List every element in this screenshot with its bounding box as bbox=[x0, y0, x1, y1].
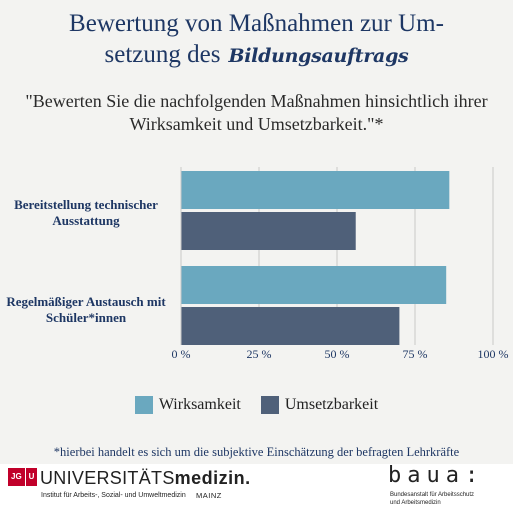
category-label-1: Bereitstellung technischer Ausstattung bbox=[14, 197, 158, 228]
baua-name-line-2: und Arbeitsmedizin bbox=[390, 500, 441, 506]
jgu-logo-left: JG bbox=[8, 468, 25, 486]
chart-subtitle: "Bewerten Sie die nachfolgenden Maßnahme… bbox=[25, 91, 488, 134]
title-line-2: setzung des Bildungsauftrags bbox=[0, 39, 513, 72]
chart-title: Bewertung von Maßnahmen zur Um- setzung … bbox=[0, 8, 513, 72]
x-tick-label-0: 0 % bbox=[172, 347, 191, 361]
legend-item-umsetzbarkeit: Umsetzbarkeit bbox=[260, 396, 379, 414]
universitaetsmedizin-logo: UNIVERSITÄTSmedizin. bbox=[40, 468, 251, 488]
legend-swatch-umsetzbarkeit bbox=[260, 396, 279, 414]
bar-wirksamkeit-2 bbox=[181, 266, 447, 304]
uni-bold: medizin. bbox=[174, 468, 251, 488]
title-script-word: Bildungsauftrags bbox=[228, 45, 409, 67]
institute-name: Institut für Arbeits-, Sozial- und Umwel… bbox=[41, 492, 186, 499]
legend-swatch-wirksamkeit bbox=[134, 396, 153, 414]
legend-label-umsetzbarkeit: Umsetzbarkeit bbox=[284, 396, 379, 413]
x-tick-label-2: 50 % bbox=[325, 347, 350, 361]
uni-prefix: UNIVERSITÄTS bbox=[40, 468, 175, 488]
footnote: *hierbei handelt es sich um die subjekti… bbox=[53, 445, 460, 459]
bar-umsetzbarkeit-2 bbox=[181, 307, 400, 345]
x-tick-label-4: 100 % bbox=[478, 347, 509, 361]
title-line-2-prefix: setzung des bbox=[104, 41, 221, 68]
legend-item-wirksamkeit: Wirksamkeit bbox=[134, 396, 241, 414]
jgu-logo: JG U bbox=[8, 468, 38, 486]
baua-logo: baua: bbox=[388, 463, 485, 488]
footer-logos: JG U UNIVERSITÄTSmedizin. Institut für Ar… bbox=[0, 464, 513, 513]
x-tick-label-1: 25 % bbox=[247, 347, 272, 361]
legend-label-wirksamkeit: Wirksamkeit bbox=[158, 396, 241, 413]
mainz-label: MAINZ bbox=[196, 491, 222, 500]
bar-chart: 0 % 25 % 50 % 75 % 100 % bbox=[172, 167, 509, 361]
jgu-logo-right: U bbox=[25, 468, 38, 486]
legend: Wirksamkeit Umsetzbarkeit bbox=[0, 396, 513, 414]
category-label-2: Regelmäßiger Austausch mit Schüler*innen bbox=[6, 294, 166, 325]
bar-umsetzbarkeit-1 bbox=[181, 212, 356, 250]
bar-wirksamkeit-1 bbox=[181, 171, 450, 209]
title-line-1: Bewertung von Maßnahmen zur Um- bbox=[69, 10, 444, 37]
x-tick-label-3: 75 % bbox=[403, 347, 428, 361]
baua-name-line-1: Bundesanstalt für Arbeitsschutz bbox=[390, 492, 475, 498]
